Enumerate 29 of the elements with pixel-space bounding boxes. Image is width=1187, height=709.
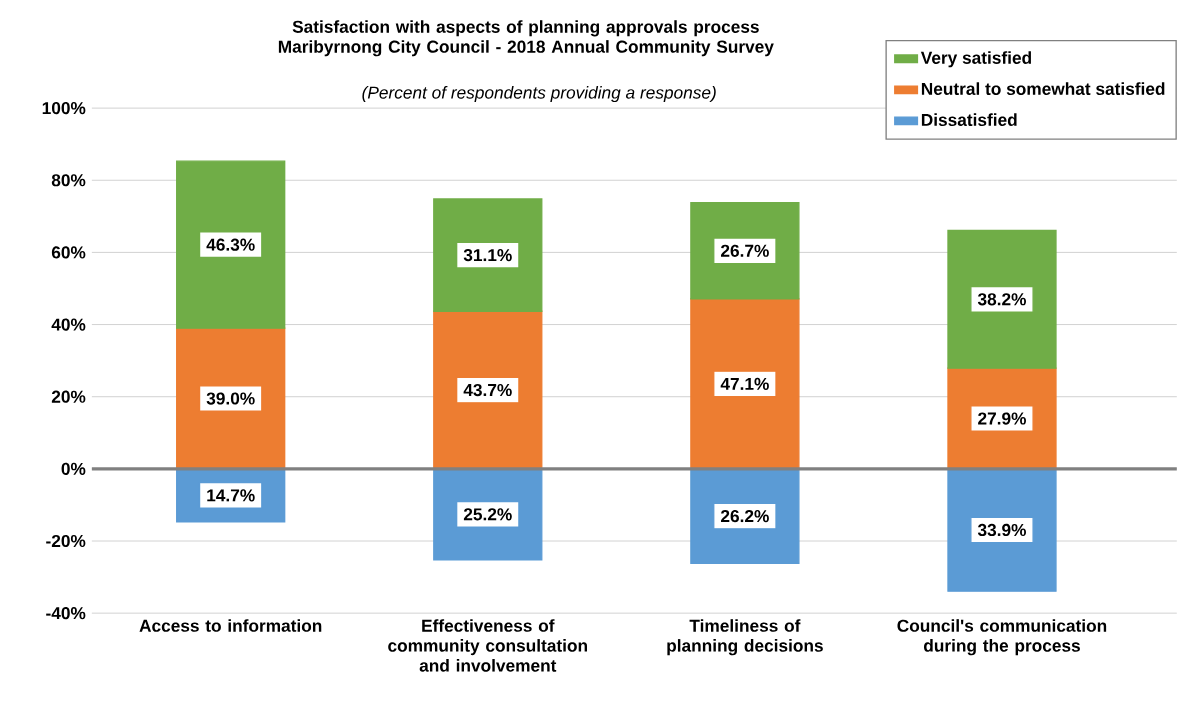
y-tick-label: 100% — [42, 101, 86, 115]
y-tick-label: 20% — [51, 390, 86, 403]
data-label: 43.7% — [463, 383, 512, 397]
y-tick-label: 0% — [61, 462, 86, 475]
y-tick-label: 40% — [51, 318, 86, 331]
chart-title: Satisfaction with aspects of planning approvals process Maribyrnong City Council - 2018 Annual Community Survey — [278, 20, 774, 57]
legend-label: Neutral to somewhat satisfied — [921, 82, 1165, 95]
data-label: 39.0% — [206, 392, 255, 405]
x-tick-label: Effectiveness of community consultation and involvement — [388, 619, 587, 672]
data-label: 25.2% — [463, 508, 512, 521]
data-label: 26.7% — [721, 244, 769, 257]
data-label: 46.3% — [206, 238, 255, 251]
data-label: 47.1% — [720, 377, 769, 390]
y-tick-label: 80% — [51, 174, 86, 187]
data-label: 33.9% — [977, 523, 1026, 537]
data-label: 38.2% — [977, 293, 1026, 306]
legend-label: Dissatisfied — [921, 113, 1017, 126]
x-tick-label: Council's communication during the process — [897, 619, 1107, 656]
x-tick-label: Access to information — [139, 619, 322, 632]
y-tick-label: -40% — [46, 606, 86, 620]
data-label: 14.7% — [207, 489, 255, 502]
data-label: 31.1% — [463, 248, 512, 262]
legend-label: Very satisfied — [920, 51, 1031, 68]
chart-subtitle: (Percent of respondents providing a response) — [362, 85, 716, 103]
x-tick-label: Timeliness of planning decisions — [667, 619, 823, 656]
y-tick-label: 60% — [51, 246, 86, 259]
y-tick-label: -20% — [46, 534, 86, 548]
data-label: 26.2% — [721, 509, 769, 523]
data-label: 27.9% — [978, 412, 1026, 425]
